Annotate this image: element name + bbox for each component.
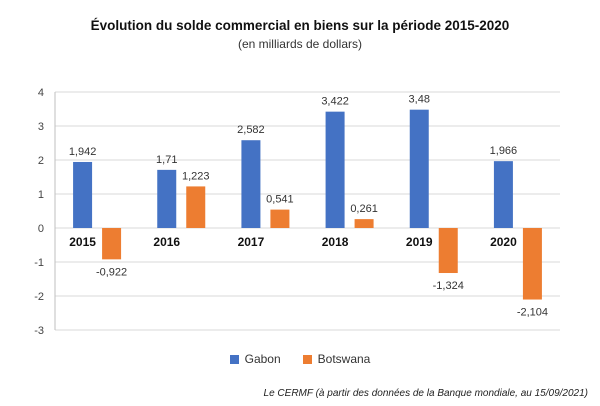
x-tick-label: 2015	[69, 235, 96, 249]
legend-item-gabon: Gabon	[229, 352, 281, 366]
source-note: Le CERMF (à partir des données de la Ban…	[263, 388, 588, 399]
bar-gabon-2019	[409, 109, 429, 228]
data-label-botswana-2018: 0,261	[350, 203, 378, 215]
bar-gabon-2018	[325, 111, 345, 228]
y-tick-label: -1	[34, 257, 44, 269]
legend-swatch-botswana	[302, 354, 312, 364]
y-tick-label: 1	[38, 189, 44, 201]
data-label-gabon-2018: 3,422	[321, 96, 349, 108]
y-tick-label: 0	[38, 223, 44, 235]
data-label-botswana-2017: 0,541	[266, 194, 294, 206]
bar-botswana-2020	[522, 228, 542, 300]
legend-label-botswana: Botswana	[317, 352, 371, 366]
bar-botswana-2016	[186, 186, 206, 228]
x-tick-label: 2020	[490, 235, 517, 249]
data-label-botswana-2015: -0,922	[96, 266, 127, 278]
data-label-botswana-2016: 1,223	[182, 170, 210, 182]
y-tick-label: 4	[38, 87, 44, 99]
chart-title: Évolution du solde commercial en biens s…	[90, 18, 510, 33]
y-tick-label: 2	[38, 155, 44, 167]
data-label-botswana-2019: -1,324	[433, 280, 464, 292]
data-label-gabon-2019: 3,48	[409, 94, 430, 106]
bar-botswana-2017	[270, 209, 290, 228]
bar-botswana-2015	[102, 228, 122, 260]
bar-gabon-2016	[157, 169, 177, 228]
x-tick-label: 2017	[238, 235, 265, 249]
legend-swatch-gabon	[229, 354, 239, 364]
x-tick-label: 2018	[322, 235, 349, 249]
bar-botswana-2019	[438, 228, 458, 274]
bar-gabon-2015	[73, 161, 93, 228]
bar-botswana-2018	[354, 219, 374, 228]
y-tick-label: -2	[34, 291, 44, 303]
legend: Gabon Botswana	[0, 352, 600, 366]
legend-item-botswana: Botswana	[302, 352, 371, 366]
x-tick-label: 2016	[153, 235, 180, 249]
legend-label-gabon: Gabon	[244, 352, 281, 366]
data-label-gabon-2020: 1,966	[490, 145, 518, 157]
bar-gabon-2017	[241, 140, 261, 228]
data-label-gabon-2015: 1,942	[69, 146, 97, 158]
data-label-botswana-2020: -2,104	[517, 307, 548, 319]
y-tick-label: 3	[38, 121, 44, 133]
x-tick-label: 2019	[406, 235, 433, 249]
chart-subtitle: (en milliards de dollars)	[237, 37, 363, 51]
bar-gabon-2020	[493, 161, 513, 228]
data-label-gabon-2017: 2,582	[237, 124, 265, 136]
y-tick-label: -3	[34, 325, 44, 337]
data-label-gabon-2016: 1,71	[156, 154, 177, 166]
